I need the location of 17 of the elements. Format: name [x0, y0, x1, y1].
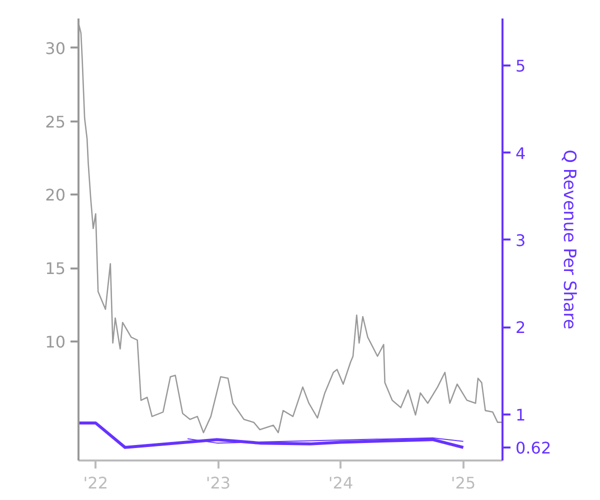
- text: 0.62: [516, 438, 552, 458]
- y-tick-label: 25: [45, 112, 66, 132]
- x-tick-label: '25: [450, 474, 476, 492]
- y-tick-label: 15: [45, 259, 66, 278]
- y-tick-label: 30: [45, 38, 66, 58]
- y2-tick-label: 5: [516, 56, 526, 76]
- x-tick-label: '24: [328, 474, 354, 492]
- y2-tick-label: 4: [516, 144, 526, 163]
- x-tick-label: '23: [206, 474, 231, 492]
- y-tick-label: 10: [45, 332, 66, 352]
- y-tick-label: 20: [45, 186, 66, 205]
- y2-tick-label: 1: [516, 405, 526, 424]
- y2-axis-title: Q Revenue Per Share: [559, 150, 580, 330]
- x-tick-label: '22: [83, 474, 108, 492]
- y2-tick-label: 3: [516, 230, 526, 250]
- line-series: [78, 422, 465, 449]
- y2-tick-label: 2: [516, 318, 526, 338]
